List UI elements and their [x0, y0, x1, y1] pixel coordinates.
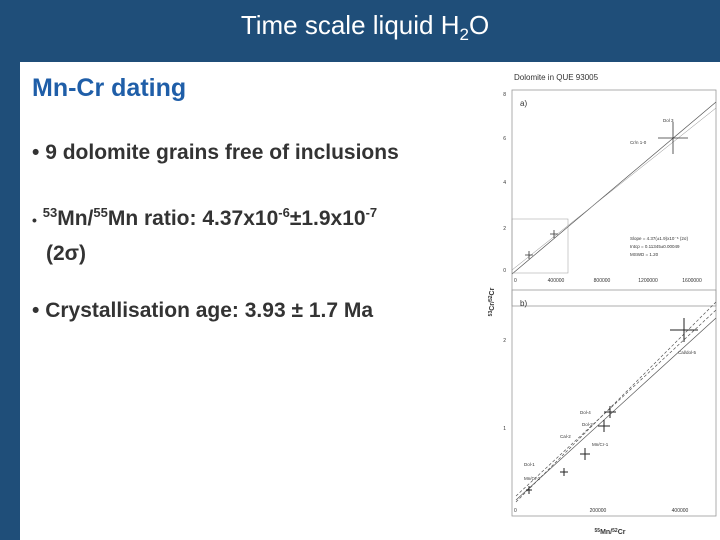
- y-axis-label: 53Cr/52Cr: [488, 287, 496, 316]
- label-text: Cr: [618, 529, 626, 536]
- bullet: • Crystallisation age: 3.93 ± 1.7 Ma: [32, 299, 374, 322]
- data-point: [525, 122, 688, 259]
- label-text: Cr: [489, 287, 496, 295]
- panel-label: b): [520, 299, 527, 308]
- tick-label: 4: [503, 180, 506, 186]
- tick-label: 0: [514, 278, 517, 284]
- tick-label: 800000: [594, 278, 611, 284]
- stat-text: Intcp = 0.11345±0.00049: [630, 244, 680, 249]
- tick-label: 6: [503, 136, 506, 142]
- superscript: -6: [278, 205, 290, 220]
- bullet-text: 9 dolomite grains free of inclusions: [45, 141, 399, 164]
- slide-title: Time scale liquid H2O: [0, 10, 720, 45]
- tick-label: 2: [503, 226, 506, 232]
- figure: Dolomite in QUE 93005 a) 8 6 4 2 0 0 400…: [488, 73, 717, 536]
- point-label: Cr/n 1-0: [630, 140, 647, 145]
- tick-label: 400000: [672, 508, 689, 514]
- fit-line: [511, 101, 717, 275]
- superscript: -7: [365, 205, 378, 220]
- panel-label: a): [520, 99, 527, 108]
- tick-label: 2: [503, 338, 506, 344]
- figure-title: Dolomite in QUE 93005: [514, 73, 599, 82]
- superscript: 53: [488, 311, 494, 317]
- zoom-box: [511, 218, 569, 274]
- point-label: Cal-2: [560, 434, 571, 439]
- tick-label: 8: [503, 92, 506, 98]
- bullet-text: Mn ratio: 4.37x10: [107, 207, 279, 230]
- superscript: 52: [612, 528, 618, 534]
- title-subscript: 2: [459, 25, 469, 45]
- fit-line: [515, 309, 717, 497]
- data-point: [526, 318, 698, 494]
- point-label: Dol-2: [582, 422, 593, 427]
- bullet-text: Crystallisation age: 3.93 ± 1.7 Ma: [45, 299, 374, 322]
- point-label: Mn/Cr-1: [592, 442, 609, 447]
- tick-label: 0: [514, 508, 517, 514]
- fit-line: [515, 301, 717, 503]
- bullet: • 53Mn/55Mn ratio: 4.37x10-6±1.9x10-7 (2σ…: [32, 205, 378, 265]
- point-label: Dol 3: [663, 118, 674, 123]
- title-text: O: [468, 10, 490, 40]
- point-label: Dol-4: [580, 410, 591, 415]
- tick-label: 1200000: [638, 278, 658, 284]
- superscript: 53: [42, 205, 58, 220]
- tick-label: 0: [503, 268, 506, 274]
- tick-label: 1600000: [682, 278, 702, 284]
- tick-label: 1: [503, 426, 506, 432]
- tick-label: 200000: [590, 508, 607, 514]
- stat-text: Slope = 4.37(±1.9)x10⁻⁶ (2σ): [630, 236, 689, 241]
- point-label: Cal/dol-5: [678, 350, 697, 355]
- panel-frame: [511, 89, 717, 307]
- bullet-text: Mn/: [57, 207, 94, 230]
- label-text: Cr/: [489, 301, 496, 311]
- superscript: 55: [93, 205, 108, 220]
- bullet-text: (2σ): [46, 242, 87, 265]
- tick-label: 400000: [548, 278, 565, 284]
- panel-frame: [511, 289, 717, 517]
- stat-text: MSWD = 1.20: [630, 252, 659, 257]
- superscript: 55: [595, 528, 601, 534]
- content-area: Mn-Cr dating • 9 dolomite grains free of…: [20, 62, 720, 540]
- point-label: Mn/Cr-2: [524, 476, 541, 481]
- label-text: Mn/: [600, 529, 612, 536]
- fit-line: [515, 317, 717, 501]
- superscript: 52: [488, 295, 494, 301]
- fit-line: [511, 107, 717, 271]
- x-axis-label: 55Mn/52Cr: [595, 528, 626, 536]
- heading: Mn-Cr dating: [32, 74, 187, 102]
- point-label: Dol-1: [524, 462, 535, 467]
- bullet: • 9 dolomite grains free of inclusions: [32, 141, 399, 164]
- bullet-text: ±1.9x10: [289, 207, 366, 230]
- title-text: Time scale liquid H: [240, 10, 460, 40]
